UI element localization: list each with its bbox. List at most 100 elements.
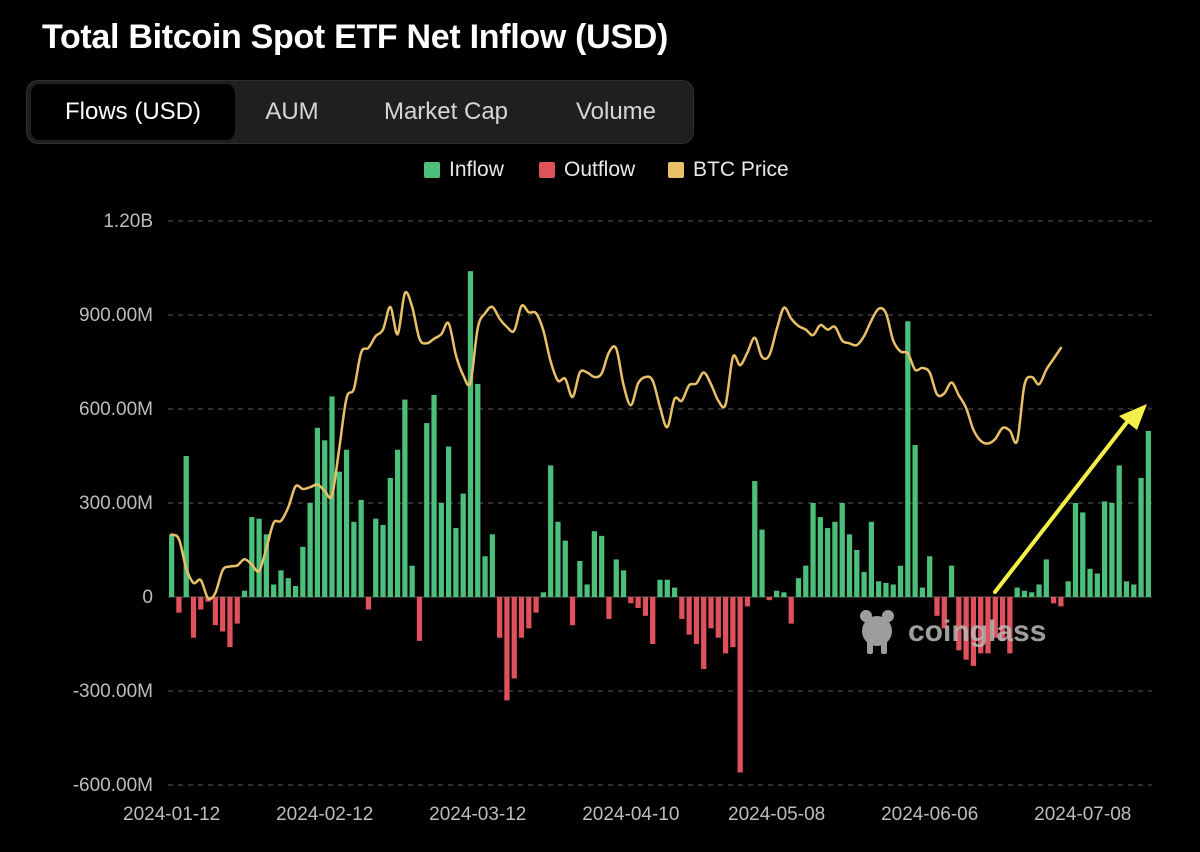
outflow-bar[interactable] bbox=[635, 597, 641, 608]
inflow-bar[interactable] bbox=[846, 534, 853, 597]
outflow-bar[interactable] bbox=[628, 597, 634, 604]
inflow-bar[interactable] bbox=[1080, 512, 1086, 597]
inflow-bar[interactable] bbox=[387, 477, 393, 597]
inflow-bar[interactable] bbox=[1138, 477, 1144, 597]
inflow-bar[interactable] bbox=[810, 503, 816, 597]
inflow-bar[interactable] bbox=[905, 321, 911, 597]
outflow-bar[interactable] bbox=[642, 597, 649, 616]
outflow-bar[interactable] bbox=[701, 597, 707, 670]
outflow-bar[interactable] bbox=[1050, 597, 1057, 604]
outflow-bar[interactable] bbox=[978, 597, 984, 654]
inflow-bar[interactable] bbox=[897, 565, 904, 597]
inflow-bar[interactable] bbox=[599, 535, 605, 597]
outflow-bar[interactable] bbox=[788, 597, 794, 624]
inflow-bar[interactable] bbox=[475, 383, 481, 597]
inflow-bar[interactable] bbox=[1014, 587, 1020, 597]
inflow-bar[interactable] bbox=[351, 521, 357, 597]
outflow-bar[interactable] bbox=[227, 597, 233, 648]
inflow-bar[interactable] bbox=[868, 521, 875, 597]
inflow-bar[interactable] bbox=[380, 524, 386, 597]
inflow-bar[interactable] bbox=[555, 521, 561, 597]
inflow-bar[interactable] bbox=[861, 571, 867, 597]
outflow-bar[interactable] bbox=[963, 597, 969, 660]
inflow-bar[interactable] bbox=[1065, 581, 1071, 597]
outflow-bar[interactable] bbox=[234, 597, 240, 624]
tab-flows[interactable]: Flows (USD) bbox=[31, 84, 235, 140]
inflow-bar[interactable] bbox=[883, 582, 889, 597]
inflow-bar[interactable] bbox=[1145, 430, 1151, 597]
outflow-bar[interactable] bbox=[606, 597, 612, 619]
inflow-bar[interactable] bbox=[927, 556, 933, 597]
inflow-bar[interactable] bbox=[890, 584, 896, 597]
inflow-bar[interactable] bbox=[358, 499, 364, 597]
inflow-bar[interactable] bbox=[285, 578, 291, 597]
inflow-bar[interactable] bbox=[919, 587, 926, 597]
outflow-bar[interactable] bbox=[569, 597, 576, 626]
inflow-bar[interactable] bbox=[169, 534, 175, 597]
outflow-bar[interactable] bbox=[766, 597, 772, 601]
inflow-bar[interactable] bbox=[795, 578, 802, 597]
inflow-bar[interactable] bbox=[591, 531, 598, 597]
inflow-bar[interactable] bbox=[752, 481, 758, 597]
inflow-bar[interactable] bbox=[1043, 559, 1049, 597]
outflow-bar[interactable] bbox=[1058, 597, 1064, 607]
legend-item-outflow[interactable]: Outflow bbox=[539, 158, 635, 182]
legend-item-btc-price[interactable]: BTC Price bbox=[668, 158, 789, 182]
inflow-bar[interactable] bbox=[759, 529, 765, 597]
inflow-bar[interactable] bbox=[249, 517, 255, 597]
outflow-bar[interactable] bbox=[992, 597, 998, 638]
outflow-bar[interactable] bbox=[533, 597, 539, 613]
inflow-bar[interactable] bbox=[183, 456, 189, 597]
inflow-bar[interactable] bbox=[948, 565, 955, 597]
inflow-bar[interactable] bbox=[300, 546, 306, 597]
inflow-bar[interactable] bbox=[912, 445, 918, 597]
tab-market-cap[interactable]: Market Cap bbox=[349, 84, 543, 140]
inflow-bar[interactable] bbox=[1131, 584, 1137, 597]
tab-volume[interactable]: Volume bbox=[543, 84, 689, 140]
inflow-bar[interactable] bbox=[402, 399, 408, 597]
inflow-bar[interactable] bbox=[1116, 465, 1122, 597]
inflow-bar[interactable] bbox=[438, 503, 444, 597]
inflow-bar[interactable] bbox=[540, 592, 547, 597]
outflow-bar[interactable] bbox=[1007, 597, 1013, 654]
outflow-bar[interactable] bbox=[934, 597, 940, 616]
inflow-bar[interactable] bbox=[271, 584, 277, 597]
inflow-bar[interactable] bbox=[307, 503, 313, 597]
inflow-bar[interactable] bbox=[1094, 573, 1100, 598]
outflow-bar[interactable] bbox=[999, 597, 1006, 641]
inflow-bar[interactable] bbox=[832, 521, 838, 597]
inflow-bar[interactable] bbox=[803, 565, 809, 597]
inflow-bar[interactable] bbox=[773, 590, 780, 597]
inflow-bar[interactable] bbox=[336, 471, 342, 597]
outflow-bar[interactable] bbox=[956, 597, 962, 651]
outflow-bar[interactable] bbox=[744, 597, 751, 607]
inflow-bar[interactable] bbox=[373, 518, 379, 597]
outflow-bar[interactable] bbox=[985, 597, 991, 654]
inflow-bar[interactable] bbox=[263, 534, 270, 597]
inflow-bar[interactable] bbox=[876, 581, 882, 597]
outflow-bar[interactable] bbox=[212, 597, 219, 626]
inflow-bar[interactable] bbox=[467, 271, 474, 597]
outflow-bar[interactable] bbox=[970, 597, 977, 666]
inflow-bar[interactable] bbox=[1101, 501, 1108, 597]
inflow-bar[interactable] bbox=[241, 590, 248, 597]
inflow-bar[interactable] bbox=[343, 449, 350, 597]
inflow-bar[interactable] bbox=[460, 493, 466, 597]
inflow-bar[interactable] bbox=[322, 440, 328, 597]
outflow-bar[interactable] bbox=[511, 597, 517, 679]
inflow-bar[interactable] bbox=[825, 528, 831, 597]
inflow-bar[interactable] bbox=[424, 423, 430, 597]
outflow-bar[interactable] bbox=[176, 597, 182, 613]
inflow-bar[interactable] bbox=[445, 446, 452, 597]
inflow-bar[interactable] bbox=[1087, 568, 1093, 597]
inflow-bar[interactable] bbox=[1029, 592, 1035, 597]
outflow-bar[interactable] bbox=[497, 597, 503, 638]
inflow-bar[interactable] bbox=[453, 528, 459, 597]
outflow-bar[interactable] bbox=[941, 597, 947, 629]
outflow-bar[interactable] bbox=[416, 597, 423, 641]
inflow-bar[interactable] bbox=[1109, 503, 1115, 597]
inflow-bar[interactable] bbox=[657, 579, 663, 597]
inflow-bar[interactable] bbox=[781, 592, 787, 597]
inflow-bar[interactable] bbox=[1072, 503, 1079, 597]
outflow-bar[interactable] bbox=[708, 597, 714, 629]
